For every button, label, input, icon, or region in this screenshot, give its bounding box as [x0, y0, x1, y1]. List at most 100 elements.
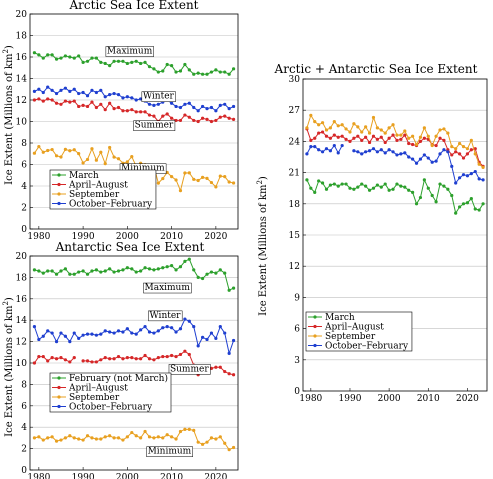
combined-data-point [477, 208, 481, 212]
combined-data-point [446, 187, 450, 191]
arctic-legend-marker [57, 173, 61, 177]
antarctic-data-point [174, 354, 178, 359]
antarctic-data-point [218, 365, 222, 369]
antarctic-data-point [112, 436, 116, 440]
antarctic-data-point [218, 268, 222, 272]
combined-data-point [391, 150, 395, 154]
arctic-data-point [178, 105, 183, 110]
combined-data-point [399, 152, 403, 156]
antarctic-data-point [108, 267, 112, 271]
arctic-annotation-label: Winter [143, 92, 175, 102]
arctic-data-point [103, 95, 107, 99]
antarctic-data-point [161, 436, 165, 440]
combined-data-point [356, 150, 360, 154]
arctic-data-point [59, 88, 63, 92]
arctic-data-point [209, 105, 214, 110]
antarctic-y-tick-label: 10 [16, 359, 28, 369]
arctic-data-point [170, 101, 174, 105]
antarctic-data-point [196, 344, 200, 348]
antarctic-data-point [72, 272, 76, 276]
combined-data-point [407, 141, 411, 146]
arctic-data-point [156, 70, 160, 74]
arctic-data-point [231, 117, 236, 121]
antarctic-y-tick-label: 0 [21, 466, 27, 476]
combined-x-tick-label: 1990 [339, 394, 362, 404]
arctic-data-point [196, 71, 200, 75]
arctic-y-tick-label: 8 [21, 139, 27, 149]
arctic-data-point [32, 89, 37, 93]
arctic-y-tick-label: 4 [21, 182, 27, 192]
arctic-data-point [32, 151, 37, 155]
arctic-legend-box [49, 169, 157, 210]
combined-data-point [309, 138, 313, 142]
combined-data-point [332, 143, 336, 148]
antarctic-data-point [183, 349, 187, 353]
arctic-data-point [231, 104, 236, 109]
arctic-data-point [156, 102, 160, 106]
antarctic-data-point [152, 436, 156, 440]
arctic-data-point [192, 105, 196, 110]
arctic-plot-frame [29, 13, 239, 230]
antarctic-data-point [134, 357, 138, 361]
combined-data-point [418, 195, 423, 200]
combined-data-point [457, 141, 462, 146]
arctic-data-point [183, 113, 187, 117]
combined-data-point [481, 165, 485, 169]
antarctic-data-point [192, 268, 196, 272]
arctic-legend-marker [57, 201, 61, 206]
combined-data-point [418, 157, 423, 161]
antarctic-y-tick-label: 2 [21, 445, 27, 455]
arctic-annotation-box [105, 46, 154, 57]
arctic-data-point [116, 157, 121, 161]
combined-data-point [450, 164, 454, 168]
arctic-data-point [63, 54, 68, 58]
arctic-annotation-box [133, 120, 176, 131]
antarctic-data-point [77, 437, 81, 441]
antarctic-x-tick-label: 1980 [27, 473, 50, 479]
combined-data-point [340, 123, 344, 127]
arctic-data-point [72, 148, 76, 152]
combined-data-point [481, 178, 485, 182]
antarctic-legend-label: October–February [69, 403, 153, 413]
antarctic-data-point [223, 441, 227, 445]
combined-data-point [403, 185, 407, 189]
combined-data-point [320, 130, 325, 134]
combined-data-point [399, 137, 403, 141]
arctic-data-point [81, 161, 85, 165]
combined-y-tick-label: 0 [294, 387, 300, 397]
arctic-data-point [81, 60, 85, 64]
antarctic-data-point [130, 430, 134, 435]
combined-data-point [403, 129, 407, 133]
antarctic-data-point [183, 427, 187, 431]
arctic-data-point [205, 117, 209, 121]
combined-data-point [348, 130, 352, 134]
arctic-data-point [81, 90, 85, 95]
arctic-data-point [214, 109, 218, 113]
antarctic-y-tick-label: 16 [16, 295, 28, 305]
antarctic-data-point [85, 434, 90, 438]
antarctic-annotation-label: Maximum [144, 283, 190, 293]
combined-data-point [324, 147, 329, 151]
arctic-data-point [72, 87, 76, 91]
combined-data-point [442, 138, 446, 142]
combined-data-point [305, 126, 309, 130]
antarctic-legend-marker [57, 385, 61, 390]
arctic-data-point [205, 107, 209, 111]
arctic-data-point [46, 148, 50, 153]
combined-data-point [336, 151, 340, 155]
antarctic-legend-box [49, 372, 172, 413]
arctic-data-point [178, 189, 183, 193]
antarctic-data-point [85, 332, 90, 336]
combined-legend-label: April–August [324, 323, 384, 333]
arctic-data-point [99, 60, 103, 64]
combined-data-point [422, 126, 426, 130]
arctic-data-point [152, 103, 156, 107]
combined-y-tick-label: 30 [289, 75, 301, 85]
combined-data-point [305, 152, 309, 156]
arctic-data-point [161, 114, 165, 118]
antarctic-data-point [187, 427, 191, 431]
antarctic-data-point [59, 356, 63, 360]
combined-data-point [305, 178, 309, 182]
antarctic-legend-label: September [69, 393, 120, 403]
combined-data-point [477, 162, 481, 166]
